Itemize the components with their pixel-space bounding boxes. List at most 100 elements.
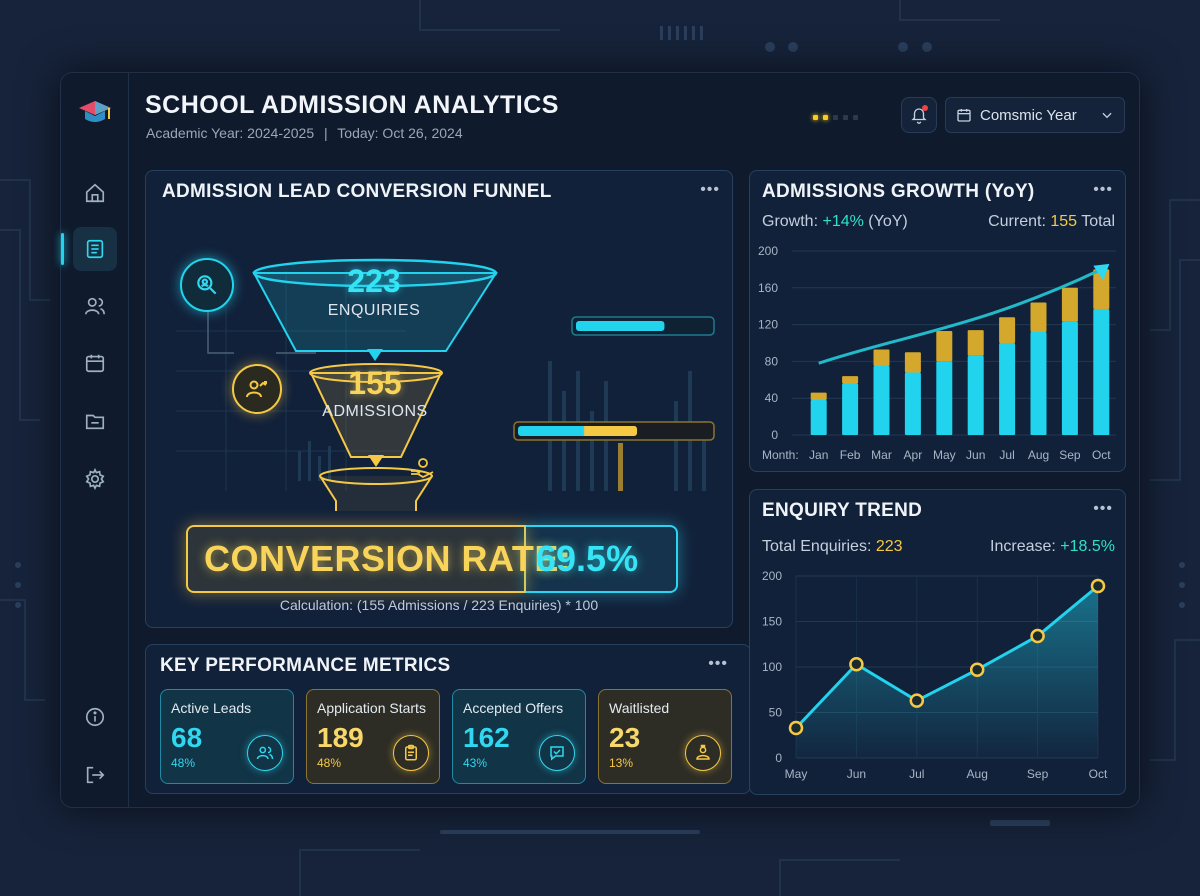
x-tick-label: Jul (909, 767, 924, 781)
folder-icon (85, 414, 105, 430)
kpi-label: Active Leads (171, 700, 252, 716)
growth-title: ADMISSIONS GROWTH (YoY) (762, 181, 1035, 202)
data-point-jun (849, 657, 864, 672)
conversion-label: CONVERSION RATE: (204, 538, 572, 579)
funnel-more-button[interactable]: ••• (700, 181, 720, 198)
academic-year: Academic Year: 2024-2025 (146, 125, 315, 141)
x-axis-prefix: Month: (762, 448, 799, 462)
x-tick-label: Sep (1059, 448, 1081, 462)
kpi-value: 189 (317, 722, 364, 753)
funnel-stage-admissions (309, 363, 443, 467)
y-tick-label: 150 (762, 615, 782, 629)
funnel-panel: ADMISSION LEAD CONVERSION FUNNEL ••• (145, 170, 733, 628)
kpi-percent: 43% (463, 756, 488, 770)
kpi-label: Accepted Offers (463, 700, 564, 716)
bar-top-mar (873, 349, 890, 366)
admissions-value: 155 (348, 365, 402, 401)
kpi-label: Application Starts (317, 700, 426, 716)
year-select[interactable]: Comsmic Year (945, 97, 1125, 133)
bar-base-may (936, 361, 953, 435)
y-tick-label: 80 (765, 354, 779, 368)
bar-base-jul (999, 343, 1016, 435)
bar-top-oct (1093, 269, 1110, 309)
total-enquiries-value: 223 (875, 538, 903, 555)
info-button[interactable] (73, 695, 117, 739)
bar-base-apr (904, 372, 921, 435)
document-icon (86, 239, 104, 259)
status-dots (813, 115, 858, 120)
x-tick-label: Sep (1027, 767, 1049, 781)
chevron-down-icon (1102, 112, 1112, 119)
kpi-more-button[interactable]: ••• (708, 655, 728, 672)
y-tick-label: 100 (762, 660, 782, 674)
enquiry-more-button[interactable]: ••• (1093, 500, 1113, 517)
growth-more-button[interactable]: ••• (1093, 181, 1113, 198)
sidebar-item-files[interactable] (73, 399, 117, 443)
kpi-value: 23 (609, 722, 641, 753)
x-tick-label: May (933, 448, 956, 462)
subtitle-separator: | (324, 125, 328, 141)
app-window: SCHOOL ADMISSION ANALYTICS Academic Year… (60, 72, 1140, 808)
logout-icon (86, 766, 105, 784)
bar-base-jun (967, 355, 984, 435)
admission-stage-badge (232, 364, 282, 414)
kpi-card-active-leads[interactable]: Active Leads 68 48% (160, 689, 294, 784)
kpi-panel: KEY PERFORMANCE METRICS ••• Active Leads… (145, 644, 751, 794)
kpi-label: Waitlisted (609, 700, 670, 716)
logout-button[interactable] (73, 753, 117, 797)
x-tick-label: Aug (1028, 448, 1049, 462)
x-tick-label: Mar (871, 448, 892, 462)
y-tick-label: 0 (775, 751, 782, 765)
x-tick-label: Jun (847, 767, 866, 781)
bar-base-feb (842, 383, 859, 435)
notification-dot (922, 105, 928, 111)
bar-top-apr (904, 352, 921, 373)
bar-top-jun (967, 330, 984, 356)
trend-arrow-head (1093, 263, 1110, 281)
x-tick-label: Oct (1089, 767, 1108, 781)
funnel-stage-conversion (319, 467, 433, 511)
x-tick-label: Aug (967, 767, 988, 781)
kpi-percent: 48% (171, 756, 196, 770)
y-tick-label: 120 (758, 318, 778, 332)
data-point-oct (1090, 578, 1106, 594)
sidebar-item-settings[interactable] (73, 457, 117, 501)
sidebar-item-calendar[interactable] (73, 341, 117, 385)
calendar-icon (957, 109, 971, 122)
kpi-percent: 13% (609, 756, 634, 770)
growth-panel: ADMISSIONS GROWTH (YoY) ••• Growth: +14%… (749, 170, 1126, 472)
x-tick-label: Jan (809, 448, 828, 462)
kpi-title: KEY PERFORMANCE METRICS (160, 655, 451, 676)
bar-top-aug (1030, 302, 1047, 332)
bar-base-mar (873, 366, 890, 435)
kpi-card-waitlisted[interactable]: Waitlisted 23 13% (598, 689, 732, 784)
growth-stat: Growth: +14% (YoY) (762, 213, 908, 230)
kpi-card-accepted-offers[interactable]: Accepted Offers 162 43% (452, 689, 586, 784)
sidebar-item-users[interactable] (73, 284, 117, 328)
bell-icon (911, 108, 927, 124)
kpi-percent: 48% (317, 756, 342, 770)
bar-base-sep (1061, 321, 1078, 435)
area-fill (796, 586, 1098, 758)
total-enquiries-stat: Total Enquiries: 223 (762, 538, 903, 555)
page-title: SCHOOL ADMISSION ANALYTICS (145, 91, 559, 119)
kpi-value: 162 (463, 722, 510, 753)
data-point-jul (909, 693, 925, 708)
sidebar-item-home[interactable] (73, 171, 117, 215)
graduation-cap-icon (77, 97, 113, 134)
data-point-sep (1030, 628, 1045, 644)
sidebar (61, 73, 129, 807)
notifications-button[interactable] (901, 97, 937, 133)
users-icon (247, 735, 283, 771)
today-date: Today: Oct 26, 2024 (337, 125, 463, 141)
sidebar-item-reports[interactable] (61, 227, 117, 271)
admissions-label: ADMISSIONS (322, 403, 428, 420)
growth-value: +14% (822, 213, 864, 230)
trend-line (818, 268, 1102, 365)
bar-top-may (936, 331, 953, 362)
enquiry-chart: 0 50 100 150 200 May Jun Jul Aug Sep Oct (762, 569, 1108, 781)
kpi-card-application-starts[interactable]: Application Starts 189 48% (306, 689, 440, 784)
conversion-calculation: Calculation: (155 Admissions / 223 Enqui… (279, 597, 599, 613)
y-tick-label: 50 (769, 706, 783, 720)
